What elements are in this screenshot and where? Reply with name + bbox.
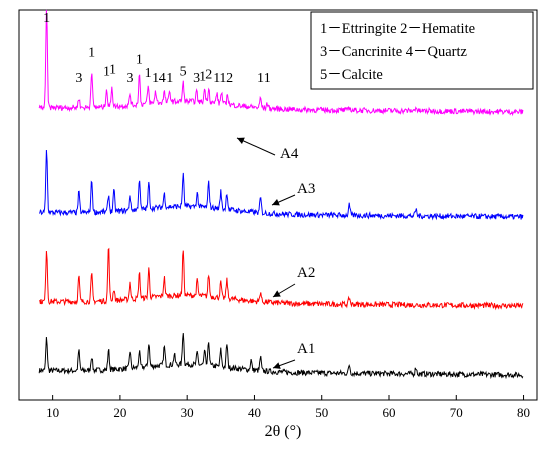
sample-arrowhead [273, 290, 281, 297]
peak-label: 1 [109, 63, 116, 78]
peak-label: 1 [257, 71, 264, 86]
x-tick-label: 10 [46, 405, 59, 420]
series-line-a4 [38, 9, 524, 117]
peak-label: 4 [159, 71, 166, 86]
legend-line-1: 1－Ettringite 2－Hematite [320, 21, 475, 37]
legend: 1－Ettringite 2－Hematite 3－Cancrinite 4－Q… [310, 11, 534, 90]
x-tick-label: 60 [383, 405, 396, 420]
peak-label: 1 [145, 66, 152, 81]
peak-label-layer: 113113111415312112112 [43, 11, 353, 86]
series-line-a2 [39, 247, 524, 311]
peak-label: 2 [226, 71, 233, 86]
x-tick-label: 50 [315, 405, 328, 420]
sample-label-a3: A3 [297, 181, 315, 197]
peak-label: 2 [205, 68, 212, 83]
peak-label: 1 [213, 71, 220, 86]
plot-frame [18, 9, 538, 401]
sample-label-a4: A4 [280, 146, 299, 162]
sample-label-a2: A2 [297, 265, 315, 281]
x-tick-label: 40 [248, 405, 261, 420]
sample-arrowhead [237, 137, 245, 145]
peak-label: 1 [88, 46, 95, 61]
series-layer [38, 9, 524, 380]
series-line-a1 [38, 333, 524, 380]
legend-line-3: 5－Calcite [320, 67, 383, 83]
sample-label-a1: A1 [297, 341, 315, 357]
peak-label: 5 [180, 64, 187, 79]
legend-box [310, 11, 534, 90]
x-tick-label: 30 [181, 405, 194, 420]
x-tick-label: 80 [517, 405, 530, 420]
sample-label-layer: A1 A2 A3 A4 [236, 137, 315, 369]
peak-label: 1 [43, 11, 50, 26]
peak-label: 3 [75, 71, 82, 86]
sample-arrowhead [273, 362, 281, 369]
peak-label: 1 [199, 69, 206, 84]
x-axis-label: 2θ (°) [265, 423, 302, 440]
peak-label: 1 [219, 71, 226, 86]
peak-label: 1 [103, 64, 110, 79]
peak-label: 3 [193, 71, 200, 86]
peak-label: 1 [166, 71, 173, 86]
peak-label: 1 [136, 52, 143, 67]
x-tick-label: 20 [113, 405, 126, 420]
legend-line-2: 3－Cancrinite 4－Quartz [320, 44, 468, 60]
series-line-a3 [39, 149, 524, 221]
sample-arrowhead [272, 198, 280, 206]
peak-label: 1 [152, 71, 159, 86]
peak-label: 1 [264, 71, 271, 86]
x-axis-ticks: 10 20 30 40 50 60 70 80 [46, 395, 530, 420]
peak-label: 3 [127, 71, 134, 86]
x-tick-label: 70 [450, 405, 463, 420]
